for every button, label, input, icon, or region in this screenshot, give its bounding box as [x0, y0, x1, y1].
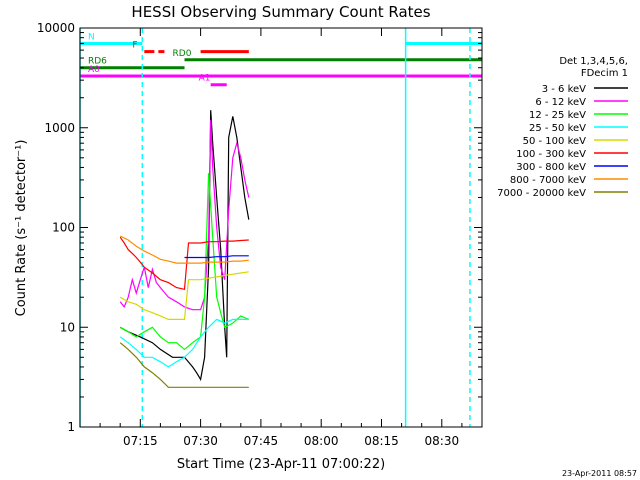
legend-label-4: 50 - 100 keV	[523, 136, 587, 147]
legend: Det 1,3,4,5,6,FDecim 1 3 - 6 keV 6 - 12 ke…	[497, 56, 628, 199]
plot-frame	[79, 27, 483, 428]
x-axis-ticks: 07:15 07:30 07:45 08:00 08:15 08:30	[99, 28, 463, 448]
flag-label-rd0: RD0	[173, 49, 192, 59]
legend-label-5: 100 - 300 keV	[516, 149, 586, 160]
chart-title: HESSI Observing Summary Count Rates	[131, 3, 430, 21]
series-line-3	[119, 318, 249, 368]
y-axis-ticks: 1 10 100 1000 10000	[37, 21, 482, 434]
legend-header-0: Det 1,3,4,5,6,	[559, 56, 628, 67]
legend-label-8: 7000 - 20000 keV	[497, 188, 586, 199]
footer-timestamp: 23-Apr-2011 08:57	[562, 469, 637, 478]
flag-label-a1: A1	[199, 74, 211, 84]
y-tick-label-0: 1	[67, 420, 75, 434]
vertical-markers	[79, 28, 471, 427]
series-line-6	[184, 255, 249, 259]
x-tick-label-2: 07:45	[244, 434, 279, 448]
series-line-7	[119, 235, 249, 264]
y-tick-label-2: 100	[52, 221, 75, 235]
legend-label-1: 6 - 12 keV	[535, 97, 586, 108]
series-lines	[119, 110, 250, 388]
flag-label-rd6: RD6	[88, 57, 107, 67]
legend-label-0: 3 - 6 keV	[542, 84, 586, 95]
legend-label-6: 300 - 800 keV	[516, 162, 586, 173]
y-axis-label: Count Rate (s⁻¹ detector⁻¹)	[14, 140, 29, 317]
legend-label-2: 12 - 25 keV	[529, 110, 586, 121]
x-tick-label-3: 08:00	[304, 434, 339, 448]
x-tick-label-1: 07:30	[183, 434, 218, 448]
legend-header-1: FDecim 1	[581, 68, 628, 79]
series-line-4	[119, 271, 249, 320]
flag-label-n: N	[88, 32, 95, 42]
x-tick-label-5: 08:30	[425, 434, 460, 448]
y-tick-label-3: 1000	[44, 121, 75, 135]
legend-label-7: 800 - 7000 keV	[510, 175, 586, 186]
flag-label-a0: A0	[88, 65, 100, 75]
series-line-5	[119, 236, 249, 291]
series-line-8	[119, 342, 249, 388]
series-line-1	[119, 119, 250, 311]
flag-label-f: F	[132, 41, 137, 51]
y-tick-label-1: 10	[60, 320, 75, 334]
series-line-2	[119, 173, 250, 351]
x-tick-label-4: 08:15	[364, 434, 399, 448]
legend-label-3: 25 - 50 keV	[529, 123, 586, 134]
x-tick-label-0: 07:15	[123, 434, 158, 448]
series-line-0	[119, 110, 250, 382]
y-tick-label-4: 10000	[37, 21, 75, 35]
x-axis-label: Start Time (23-Apr-11 07:00:22)	[177, 457, 385, 472]
